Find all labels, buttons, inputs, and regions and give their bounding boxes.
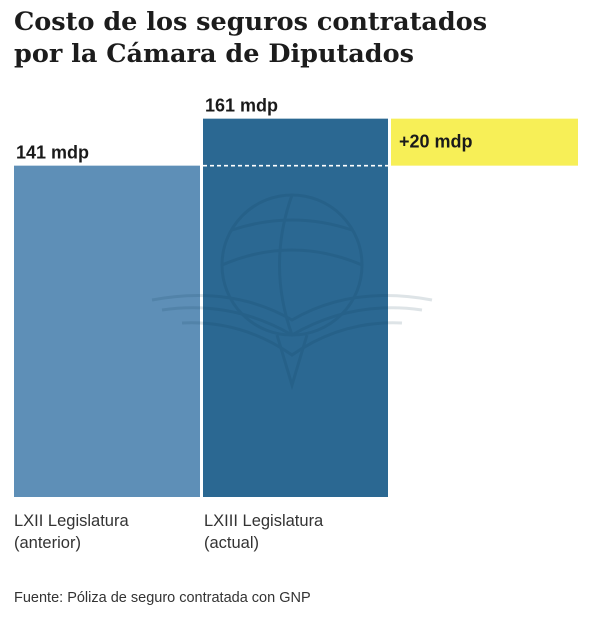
category-label-lxii-line-2: (anterior) — [14, 534, 81, 552]
category-label-lxiii: LXIII Legislatura (actual) — [204, 510, 323, 554]
category-label-lxiii-line-1: LXIII Legislatura — [204, 512, 324, 530]
source-note: Fuente: Póliza de seguro contratada con … — [14, 590, 311, 606]
chart-title: Costo de los seguros contratados por la … — [14, 6, 584, 70]
watermark-emblem — [151, 193, 433, 391]
category-label-lxii: LXII Legislatura (anterior) — [14, 510, 129, 554]
bar-lxii — [14, 165, 200, 497]
difference-box — [391, 118, 578, 166]
category-label-lxiii-line-2: (actual) — [204, 534, 260, 552]
bar-lxiii — [203, 118, 388, 498]
chart-title-line-2: por la Cámara de Diputados — [14, 39, 414, 69]
category-label-lxii-line-1: LXII Legislatura — [14, 512, 129, 530]
chart-title-line-1: Costo de los seguros contratados — [14, 7, 488, 37]
value-label-lxii: 141 mdp — [16, 143, 89, 163]
difference-label: +20 mdp — [399, 132, 473, 152]
value-label-lxiii: 161 mdp — [205, 96, 278, 116]
